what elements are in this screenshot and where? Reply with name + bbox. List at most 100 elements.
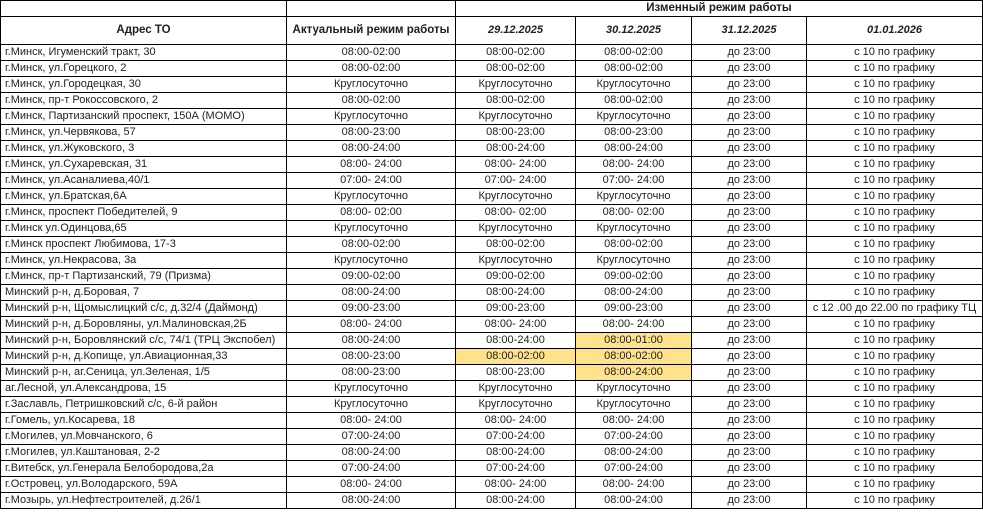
cell-current-mode: 08:00-23:00 [286,124,456,141]
cell-hours-29-12: 08:00-02:00 [455,44,576,61]
cell-address: г.Минск, пр-т Партизанский, 79 (Призма) [0,268,287,285]
cell-current-mode: 08:00- 24:00 [286,476,456,493]
cell-hours-31-12: до 23:00 [691,44,807,61]
cell-hours-01-01: с 10 по графику [806,412,983,429]
cell-hours-31-12: до 23:00 [691,92,807,109]
cell-hours-30-12: Круглосуточно [575,108,692,125]
cell-hours-01-01: с 10 по графику [806,124,983,141]
cell-address: г.Минск, ул.Некрасова, 3а [0,252,287,269]
cell-hours-01-01: с 10 по графику [806,236,983,253]
cell-current-mode: Круглосуточно [286,108,456,125]
cell-hours-29-12: Круглосуточно [455,252,576,269]
cell-hours-31-12: до 23:00 [691,108,807,125]
cell-hours-31-12: до 23:00 [691,412,807,429]
cell-hours-30-12: 08:00-02:00 [575,44,692,61]
cell-address: г.Минск, ул.Червякова, 57 [0,124,287,141]
cell-hours-30-12: 08:00-02:00 [575,92,692,109]
cell-hours-29-12: 09:00-23:00 [455,300,576,317]
cell-hours-30-12: 08:00- 24:00 [575,412,692,429]
cell-hours-29-12: 08:00- 24:00 [455,316,576,333]
cell-address: Минский р-н, Щомыслицкий с/с, д.32/4 (Да… [0,300,287,317]
cell-hours-30-12: 08:00-24:00 [575,444,692,461]
cell-hours-29-12: 08:00- 24:00 [455,412,576,429]
cell-hours-01-01: с 10 по графику [806,316,983,333]
cell-address: г.Минск ул.Одинцова,65 [0,220,287,237]
cell-hours-31-12: до 23:00 [691,348,807,365]
cell-hours-31-12: до 23:00 [691,364,807,381]
cell-hours-30-12: Круглосуточно [575,396,692,413]
cell-address: г.Минск, ул.Асаналиева,40/1 [0,172,287,189]
table-row: аг.Лесной, ул.Александрова, 15 Круглосут… [0,380,983,397]
cell-hours-01-01: с 10 по графику [806,44,983,61]
cell-current-mode: 08:00- 24:00 [286,412,456,429]
cell-hours-01-01: с 10 по графику [806,220,983,237]
header-row: Адрес ТО Актуальный режим работы 29.12.2… [0,16,983,45]
cell-address: г.Могилев, ул.Мовчанского, 6 [0,428,287,445]
cell-hours-30-12: 08:00-23:00 [575,124,692,141]
table-row: г.Витебск, ул.Генерала Белобородова,2а 0… [0,460,983,477]
cell-hours-30-12: 07:00- 24:00 [575,172,692,189]
cell-hours-01-01: с 10 по графику [806,140,983,157]
cell-hours-31-12: до 23:00 [691,220,807,237]
cell-hours-01-01: с 10 по графику [806,444,983,461]
cell-address: Минский р-н, д.Боровая, 7 [0,284,287,301]
cell-hours-31-12: до 23:00 [691,252,807,269]
cell-hours-29-12: 08:00-02:00 [455,348,576,365]
cell-hours-30-12: Круглосуточно [575,380,692,397]
cell-hours-29-12: 08:00-24:00 [455,444,576,461]
cell-address: г.Минск, ул.Сухаревская, 31 [0,156,287,173]
cell-hours-01-01: с 10 по графику [806,332,983,349]
cell-hours-29-12: 08:00-02:00 [455,60,576,77]
cell-current-mode: 08:00-24:00 [286,284,456,301]
table-row: г.Минск, ул.Братская,6А Круглосуточно Кр… [0,188,983,205]
cell-current-mode: 08:00-02:00 [286,236,456,253]
cell-current-mode: 08:00-24:00 [286,332,456,349]
cell-hours-30-12: 08:00- 24:00 [575,476,692,493]
cell-hours-31-12: до 23:00 [691,76,807,93]
cell-address: Минский р-н, аг.Сеница, ул.Зеленая, 1/5 [0,364,287,381]
cell-hours-01-01: с 10 по графику [806,172,983,189]
cell-hours-29-12: Круглосуточно [455,76,576,93]
empty-cell [286,0,456,17]
cell-address: г.Островец, ул.Володарского, 59А [0,476,287,493]
cell-current-mode: 08:00-02:00 [286,60,456,77]
cell-hours-31-12: до 23:00 [691,396,807,413]
cell-hours-01-01: с 10 по графику [806,492,983,509]
cell-hours-01-01: с 10 по графику [806,108,983,125]
cell-hours-29-12: 07:00-24:00 [455,428,576,445]
cell-address: г.Минск, ул.Горецкого, 2 [0,60,287,77]
cell-current-mode: 08:00-23:00 [286,348,456,365]
cell-hours-30-12: 07:00-24:00 [575,460,692,477]
cell-hours-30-12: Круглосуточно [575,188,692,205]
column-header-address: Адрес ТО [0,16,287,45]
table-row: г.Минск, Игуменский тракт, 30 08:00-02:0… [0,44,983,61]
table-row: г.Минск ул.Одинцова,65 Круглосуточно Кру… [0,220,983,237]
cell-hours-30-12: 08:00-02:00 [575,348,692,365]
cell-hours-01-01: с 10 по графику [806,380,983,397]
column-header-date-30-12: 30.12.2025 [575,16,692,45]
cell-hours-30-12: Круглосуточно [575,252,692,269]
empty-cell [0,0,287,17]
cell-hours-30-12: 09:00-23:00 [575,300,692,317]
cell-current-mode: Круглосуточно [286,396,456,413]
table-row: Минский р-н, Боровлянский с/с, 74/1 (ТРЦ… [0,332,983,349]
cell-address: г.Минск, ул.Братская,6А [0,188,287,205]
cell-hours-29-12: 08:00-24:00 [455,332,576,349]
cell-hours-31-12: до 23:00 [691,476,807,493]
cell-current-mode: 09:00-02:00 [286,268,456,285]
cell-hours-30-12: Круглосуточно [575,220,692,237]
cell-hours-29-12: Круглосуточно [455,396,576,413]
table-row: Минский р-н, д.Боровляны, ул.Малиновская… [0,316,983,333]
cell-hours-29-12: 08:00- 02:00 [455,204,576,221]
cell-hours-31-12: до 23:00 [691,60,807,77]
cell-current-mode: 07:00-24:00 [286,428,456,445]
header-top-row: Изменный режим работы [0,0,983,17]
table-row: г.Минск, ул.Червякова, 57 08:00-23:00 08… [0,124,983,141]
cell-hours-29-12: 08:00-23:00 [455,124,576,141]
cell-hours-01-01: с 10 по графику [806,156,983,173]
cell-current-mode: 08:00-02:00 [286,44,456,61]
cell-hours-29-12: 07:00- 24:00 [455,172,576,189]
cell-current-mode: 09:00-23:00 [286,300,456,317]
